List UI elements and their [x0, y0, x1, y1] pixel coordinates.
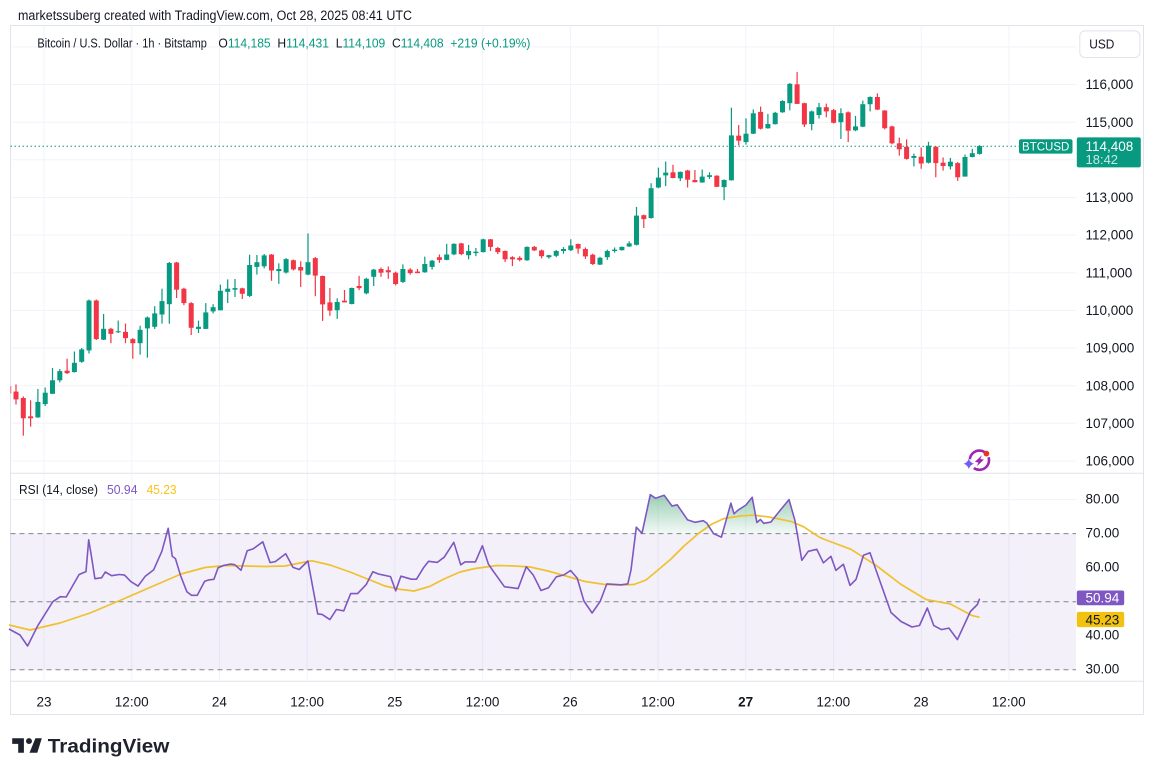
svg-text:113,000: 113,000 [1086, 190, 1134, 205]
svg-text:12:00: 12:00 [466, 694, 500, 709]
svg-text:25: 25 [387, 694, 402, 709]
svg-text:12:00: 12:00 [816, 694, 850, 709]
svg-text:116,000: 116,000 [1086, 77, 1134, 92]
svg-text:marketssuberg created with Tra: marketssuberg created with TradingView.c… [18, 8, 412, 23]
svg-text:109,000: 109,000 [1086, 341, 1135, 356]
svg-text:45.23: 45.23 [1086, 612, 1120, 627]
svg-text:110,000: 110,000 [1086, 303, 1134, 318]
svg-text:23: 23 [36, 694, 51, 709]
svg-text:12:00: 12:00 [290, 694, 324, 709]
svg-text:O114,185 H114,431 L114,109: O114,185 H114,431 L114,109 C114,408 +219… [218, 36, 530, 51]
svg-text:70.00: 70.00 [1086, 525, 1120, 540]
svg-text:27: 27 [738, 694, 753, 709]
svg-text:45.23: 45.23 [147, 482, 177, 497]
svg-text:24: 24 [212, 694, 228, 709]
svg-text:18:42: 18:42 [1086, 152, 1119, 167]
svg-text:114,408: 114,408 [1086, 139, 1134, 154]
svg-text:50.94: 50.94 [1086, 591, 1120, 606]
svg-text:BTCUSD: BTCUSD [1022, 142, 1069, 154]
svg-text:12:00: 12:00 [641, 694, 675, 709]
svg-text:106,000: 106,000 [1086, 454, 1135, 469]
svg-text:60.00: 60.00 [1086, 560, 1120, 575]
svg-text:112,000: 112,000 [1086, 228, 1134, 243]
svg-text:Bitcoin / U.S. Dollar · 1h · B: Bitcoin / U.S. Dollar · 1h · Bitstamp [37, 36, 207, 51]
svg-text:12:00: 12:00 [115, 694, 149, 709]
svg-text:30.00: 30.00 [1086, 662, 1120, 677]
svg-text:50.94: 50.94 [107, 482, 138, 497]
svg-text:108,000: 108,000 [1086, 378, 1135, 393]
svg-text:USD: USD [1089, 38, 1114, 52]
svg-text:RSI (14, close): RSI (14, close) [19, 482, 98, 497]
svg-text:12:00: 12:00 [992, 694, 1026, 709]
svg-text:115,000: 115,000 [1086, 115, 1134, 130]
svg-text:111,000: 111,000 [1086, 265, 1133, 280]
svg-text:80.00: 80.00 [1086, 491, 1120, 506]
svg-text:TradingView: TradingView [48, 736, 170, 757]
svg-text:26: 26 [563, 694, 578, 709]
svg-text:28: 28 [913, 694, 928, 709]
svg-text:40.00: 40.00 [1086, 628, 1120, 643]
svg-text:107,000: 107,000 [1086, 416, 1135, 431]
